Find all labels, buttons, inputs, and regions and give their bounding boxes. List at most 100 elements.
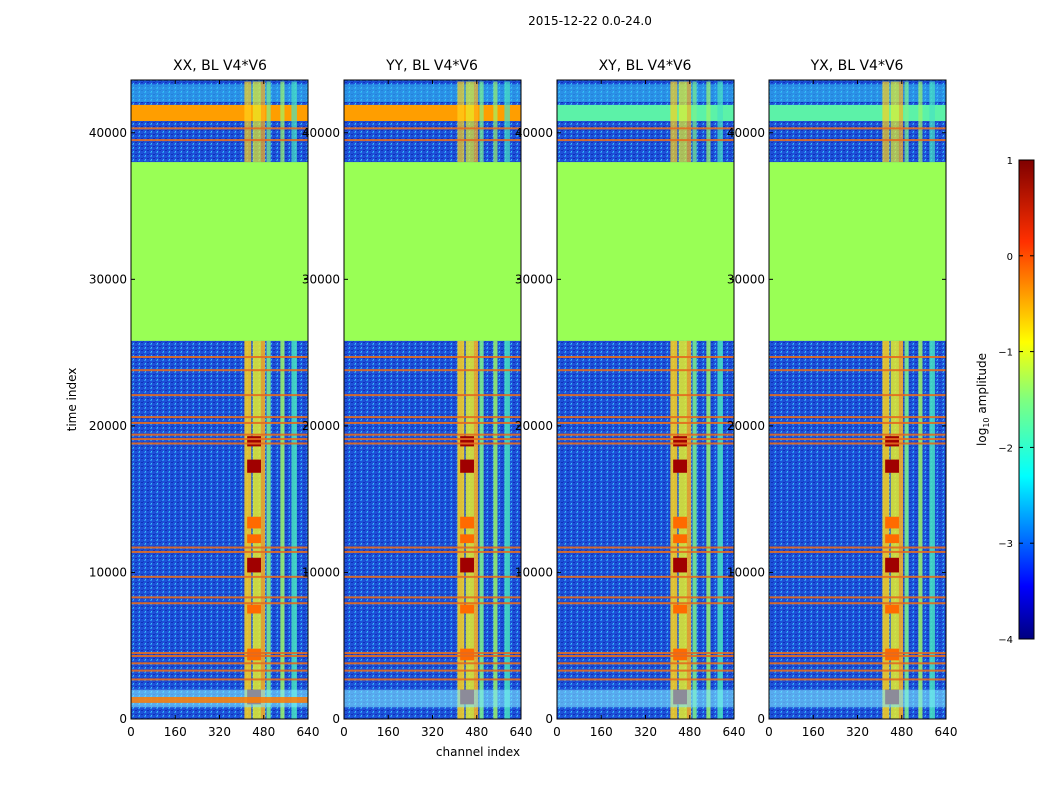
rfi-time-line xyxy=(769,602,946,605)
panel-title-xx: XX, BL V4*V6 xyxy=(173,58,267,74)
rfi-channel-stripe xyxy=(252,81,261,163)
y-tick-label: 30000 xyxy=(89,272,127,286)
rfi-time-line xyxy=(131,652,308,655)
warm-patch xyxy=(673,648,687,661)
heatmap-panel-1: 0 160 320 480 640 0 10000 20000 30000 40000 channe… xyxy=(302,79,533,759)
rfi-time-line xyxy=(769,433,946,436)
rfi-channel-stripe xyxy=(904,340,909,719)
x-tick-label: 640 xyxy=(723,725,746,739)
rfi-channel-stripe xyxy=(717,81,723,163)
warm-patch xyxy=(247,534,261,544)
heatmap-panel-2: 0 160 320 480 640 0 10000 20000 30000 40000 xyxy=(515,79,746,739)
rfi-time-line xyxy=(557,669,734,672)
rfi-time-line xyxy=(131,438,308,441)
colorbar-label-subscript: 10 xyxy=(982,417,991,427)
rfi-time-line xyxy=(344,433,521,436)
heatmap-panel-0: 0 160 320 480 640 0 10000 20000 30000 40000 time i… xyxy=(65,79,319,739)
rfi-time-line xyxy=(557,433,734,436)
x-tick-label: 320 xyxy=(208,725,231,739)
rfi-time-line xyxy=(131,369,308,372)
rfi-channel-stripe xyxy=(929,81,935,163)
y-tick-label: 40000 xyxy=(89,126,127,140)
rfi-channel-stripe xyxy=(465,81,474,163)
rfi-time-line xyxy=(769,678,946,681)
panel-title-yy: YY, BL V4*V6 xyxy=(386,58,478,74)
rfi-time-line xyxy=(769,652,946,655)
bottom-hot-band xyxy=(131,697,308,703)
rfi-time-line xyxy=(769,139,946,142)
bottom-band xyxy=(557,689,734,708)
rfi-channel-stripe xyxy=(929,340,935,719)
y-tick-label: 30000 xyxy=(515,272,553,286)
x-tick-label: 320 xyxy=(846,725,869,739)
rfi-time-line xyxy=(769,127,946,130)
x-tick-label: 160 xyxy=(802,725,825,739)
rfi-channel-stripe xyxy=(504,81,510,163)
rfi-channel-stripe xyxy=(706,81,711,163)
y-tick-label: 30000 xyxy=(302,272,340,286)
colorbar-tick-label: −1 xyxy=(998,348,1013,359)
x-tick-label: 160 xyxy=(377,725,400,739)
warm-patch xyxy=(885,604,899,614)
figure-suptitle: 2015-12-22 0.0-24.0 xyxy=(528,14,652,28)
x-tick-label: 480 xyxy=(465,725,488,739)
rfi-channel-stripe xyxy=(670,340,678,719)
rfi-channel-stripe xyxy=(706,340,711,719)
flagged-block xyxy=(131,162,308,341)
rfi-channel-stripe xyxy=(479,81,484,163)
rfi-time-line xyxy=(769,575,946,578)
x-tick-label: 640 xyxy=(935,725,958,739)
rfi-time-line xyxy=(344,416,521,419)
saturated-patch xyxy=(247,459,261,473)
x-tick-label: 0 xyxy=(765,725,773,739)
saturated-patch xyxy=(885,557,899,573)
rfi-time-line xyxy=(131,421,308,424)
bottom-band xyxy=(344,689,521,708)
y-tick-label: 0 xyxy=(119,712,127,726)
rfi-time-line xyxy=(769,394,946,397)
rfi-time-line xyxy=(769,421,946,424)
rfi-time-line xyxy=(344,678,521,681)
y-tick-label: 30000 xyxy=(727,272,765,286)
x-tick-label: 160 xyxy=(590,725,613,739)
rfi-channel-stripe xyxy=(678,340,687,719)
rfi-channel-stripe xyxy=(280,340,285,719)
rfi-time-line xyxy=(131,546,308,549)
y-tick-label: 0 xyxy=(757,712,765,726)
y-tick-label: 20000 xyxy=(515,419,553,433)
rfi-time-line xyxy=(557,442,734,445)
rfi-time-line xyxy=(557,127,734,130)
y-tick-label: 0 xyxy=(545,712,553,726)
colorbar-label-prefix: log xyxy=(975,428,989,446)
colorbar-tick-label: −4 xyxy=(998,635,1013,646)
rfi-time-line xyxy=(769,416,946,419)
rfi-time-line xyxy=(344,550,521,553)
rfi-channel-stripe xyxy=(670,81,678,163)
rfi-time-line xyxy=(131,575,308,578)
x-tick-label: 320 xyxy=(421,725,444,739)
rfi-channel-stripe xyxy=(260,81,266,163)
saturated-patch xyxy=(247,436,261,447)
rfi-time-line xyxy=(344,596,521,599)
rfi-time-line xyxy=(769,596,946,599)
rfi-channel-stripe xyxy=(457,81,465,163)
rfi-channel-stripe xyxy=(717,340,723,719)
rfi-time-line xyxy=(344,602,521,605)
rfi-time-line xyxy=(557,662,734,665)
rfi-time-line xyxy=(769,546,946,549)
rfi-channel-stripe xyxy=(898,81,904,163)
x-tick-label: 480 xyxy=(678,725,701,739)
colorbar-label: log10 amplitude xyxy=(975,353,991,446)
rfi-time-line xyxy=(557,355,734,358)
colorbar-tick-label: −3 xyxy=(998,539,1013,550)
saturated-patch xyxy=(885,436,899,447)
x-tick-label: 640 xyxy=(510,725,533,739)
warm-patch xyxy=(247,604,261,614)
rfi-channel-stripe xyxy=(473,81,479,163)
rfi-channel-stripe xyxy=(918,81,923,163)
warm-patch xyxy=(247,516,261,529)
rfi-time-line xyxy=(344,438,521,441)
y-tick-label: 40000 xyxy=(727,126,765,140)
